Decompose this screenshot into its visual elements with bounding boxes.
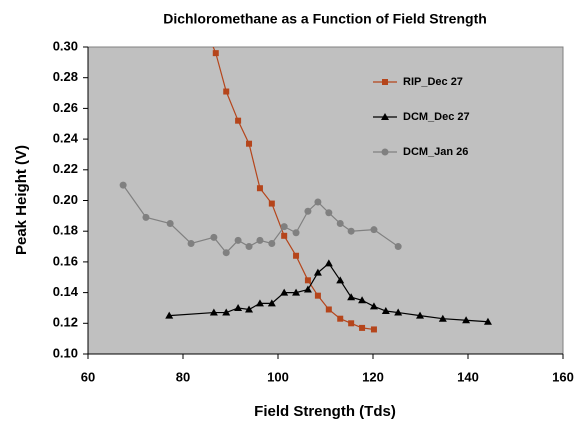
marker: [234, 303, 243, 311]
marker: [256, 185, 263, 192]
y-tick-label: 0.10: [53, 345, 78, 360]
marker: [370, 226, 378, 234]
y-tick-label: 0.20: [53, 192, 78, 207]
marker: [303, 285, 312, 293]
y-tick-label: 0.12: [53, 315, 78, 330]
marker: [256, 236, 264, 244]
marker: [165, 311, 174, 319]
marker: [394, 243, 402, 251]
marker: [268, 200, 275, 207]
marker: [483, 317, 492, 325]
series-line: [212, 47, 375, 331]
marker: [119, 181, 127, 189]
plot-area: [87, 46, 564, 355]
marker: [325, 209, 333, 217]
marker: [209, 308, 218, 316]
marker: [416, 311, 425, 319]
marker: [210, 233, 218, 241]
marker: [235, 117, 242, 124]
marker: [222, 308, 231, 316]
marker: [245, 243, 253, 251]
marker: [358, 296, 367, 304]
marker: [324, 259, 333, 267]
y-tick-label: 0.26: [53, 100, 78, 115]
x-axis-label: Field Strength (Tds): [254, 403, 396, 420]
marker: [204, 29, 210, 35]
marker: [255, 299, 264, 307]
marker: [381, 148, 389, 156]
marker: [382, 79, 388, 85]
marker: [166, 220, 174, 228]
x-tick-label: 80: [176, 369, 190, 384]
marker: [222, 249, 230, 257]
marker: [268, 239, 276, 247]
series-line: [169, 262, 488, 323]
marker: [304, 277, 311, 284]
x-tick-label: 120: [362, 369, 384, 384]
marker: [370, 326, 377, 333]
marker: [347, 227, 355, 235]
marker: [292, 288, 301, 296]
marker: [314, 292, 321, 299]
marker: [212, 50, 219, 57]
x-tick-label: 100: [267, 369, 289, 384]
marker: [187, 239, 195, 247]
y-tick-label: 0.14: [53, 284, 79, 299]
marker: [246, 140, 253, 147]
marker: [381, 113, 389, 120]
y-tick-label: 0.22: [53, 161, 78, 176]
y-tick-label: 0.30: [53, 38, 78, 53]
x-tick-label: 140: [457, 369, 479, 384]
marker: [348, 320, 355, 327]
marker: [359, 324, 366, 331]
y-tick-label: 0.18: [53, 223, 78, 238]
marker: [313, 268, 322, 276]
marker: [293, 252, 300, 259]
marker: [336, 276, 345, 284]
marker: [280, 223, 288, 231]
marker: [394, 308, 403, 316]
marker: [280, 288, 289, 296]
x-tick-label: 60: [81, 369, 95, 384]
chart-title: Dichloromethane as a Function of Field S…: [163, 11, 487, 27]
legend-label: DCM_Dec 27: [403, 111, 470, 123]
marker: [234, 236, 242, 244]
marker: [281, 232, 288, 239]
marker: [223, 88, 230, 95]
series-layer: [119, 29, 492, 333]
marker: [267, 299, 276, 307]
marker: [381, 307, 390, 315]
marker: [142, 213, 150, 221]
legend-label: DCM_Jan 26: [403, 146, 468, 158]
marker: [314, 198, 322, 206]
marker: [462, 316, 471, 324]
marker: [336, 220, 344, 228]
y-tick-label: 0.24: [53, 131, 79, 146]
marker: [304, 207, 312, 215]
marker: [292, 229, 300, 237]
marker: [369, 302, 378, 310]
legend-label: RIP_Dec 27: [403, 76, 463, 88]
marker: [245, 305, 254, 313]
y-tick-label: 0.16: [53, 253, 78, 268]
marker: [438, 314, 447, 322]
marker: [347, 293, 356, 301]
y-tick-label: 0.28: [53, 69, 78, 84]
y-axis-label: Peak Height (V): [13, 145, 30, 255]
marker: [337, 315, 344, 322]
x-tick-label: 160: [552, 369, 574, 384]
marker: [325, 306, 332, 313]
